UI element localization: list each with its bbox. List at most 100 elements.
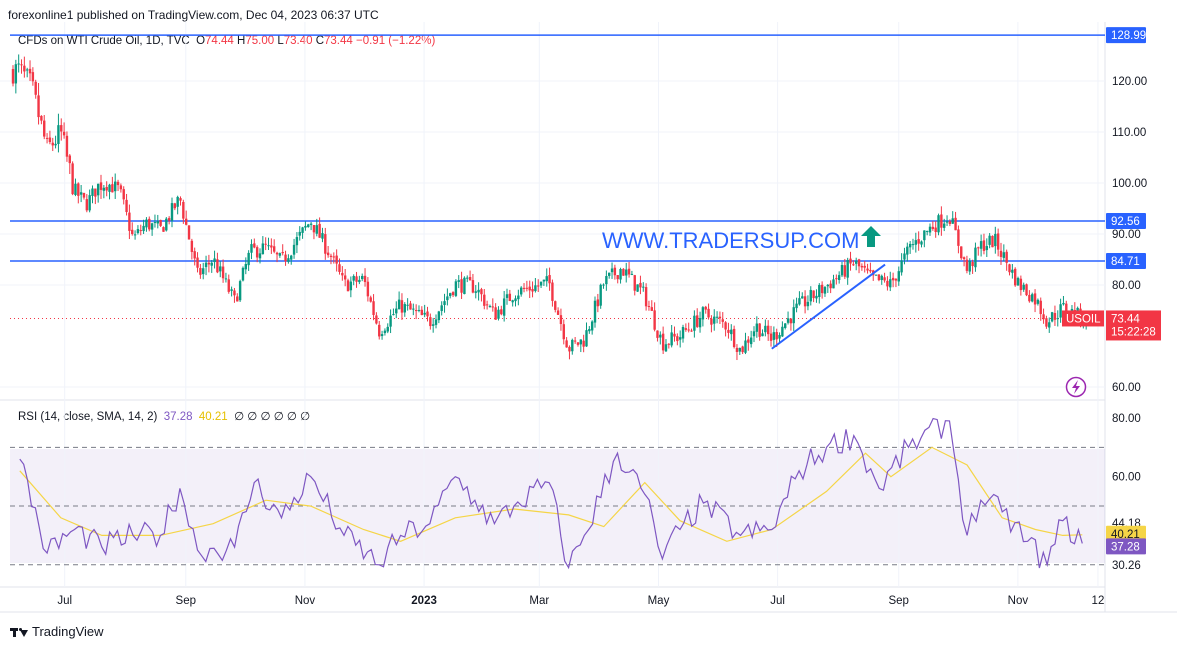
candle-body [994,233,997,247]
candle-body [204,262,208,268]
candle-body [463,277,466,295]
candle-body [301,227,304,233]
trendline[interactable] [771,263,886,350]
candle-body [596,299,600,307]
candle-body [494,307,497,320]
rsi-sma-value-tag-text: 40.21 [1111,529,1140,541]
candle-body [193,251,196,259]
candle-body [25,69,29,71]
candle-body [307,224,310,228]
price-tick-label: 60.00 [1112,382,1141,394]
candle-body [906,246,909,255]
candle-body [358,279,361,283]
candle-body [982,240,986,251]
open-label: O [196,35,206,47]
rsi-value-tag: 37.28 [1106,538,1146,555]
candle-body [769,333,773,341]
candle-body [656,330,659,338]
candle-body [911,244,915,246]
time-tick-label: Sep [888,595,908,607]
rsi-title[interactable]: RSI (14, close, SMA, 14, 2) [18,411,158,423]
price-tick-label: 100.00 [1112,178,1147,190]
candle-body [352,276,355,281]
candle-body [57,125,60,144]
rsi-extra-values: ∅ ∅ ∅ ∅ ∅ ∅ [234,411,311,423]
candle-body [491,306,494,308]
candle-body [531,288,534,292]
candle-body [454,281,458,296]
rsi-level-label: 30.26 [1112,560,1141,572]
candle-body [610,268,614,273]
candle-body [355,276,358,282]
candle-body [275,252,279,255]
up-arrow-icon [861,226,881,247]
candle-body [988,235,991,245]
candle-body [1065,303,1068,314]
candle-body [403,304,406,313]
candle-body [582,340,585,347]
candle-body [747,339,750,343]
candle-body [250,244,253,253]
candle-body [40,115,43,121]
candle-body [167,218,171,221]
candle-body [579,339,583,345]
candle-body [429,317,432,327]
candle-body [309,223,313,225]
candle-body [667,343,671,345]
candle-body [673,333,676,337]
candle-body [304,225,307,228]
candle-body [142,225,145,232]
candle-body [91,188,94,196]
candle-body [843,265,847,277]
candle-body [119,185,123,190]
candle-body [287,258,290,262]
candle-body [173,203,177,209]
candle-body [88,195,91,211]
level-price-tag-bg [1106,212,1146,229]
candle-body [605,276,608,285]
candle-body [312,225,316,233]
candle-body [474,291,477,293]
candle-body [690,330,693,332]
candle-body [903,253,906,260]
candle-body [1005,251,1008,263]
candle-body [806,301,810,307]
candle-body [153,222,157,224]
candle-body [519,287,523,295]
candle-body [630,273,634,275]
price-tick-label: 120.00 [1112,76,1147,88]
candle-body [125,199,128,213]
rsi-line [19,417,1083,570]
candle-body [361,275,364,280]
lightning-icon[interactable] [1065,376,1087,398]
candle-body [562,324,565,340]
candle-body [556,310,560,315]
candle-body [392,314,395,316]
candle-body [619,269,622,280]
candle-body [588,329,591,332]
candle-body [636,284,639,292]
candle-body [1050,312,1054,322]
candle-body [116,181,120,186]
candle-body [483,294,486,306]
countdown-timer: 15:22:28 [1111,326,1156,338]
symbol-tag-text: USOIL [1066,313,1101,325]
price-tick-label: 80.00 [1112,280,1141,292]
candle-body [179,198,182,201]
candle-body [514,298,517,302]
candle-body [37,95,40,118]
candle-body [752,331,756,337]
candle-body [1053,312,1057,320]
candle-body [213,258,216,263]
candle-body [131,229,134,235]
price-tick-label: 90.00 [1112,229,1141,241]
candle-body [854,260,858,264]
candle-body [156,221,159,224]
candle-body [466,277,469,279]
symbol-title[interactable]: CFDs on WTI Crude Oil, 1D, TVC [18,35,190,47]
candle-body [937,215,940,233]
tradingview-footer[interactable]: TradingView [10,624,104,639]
candle-body [148,218,151,230]
open-value: 74.44 [205,35,234,47]
